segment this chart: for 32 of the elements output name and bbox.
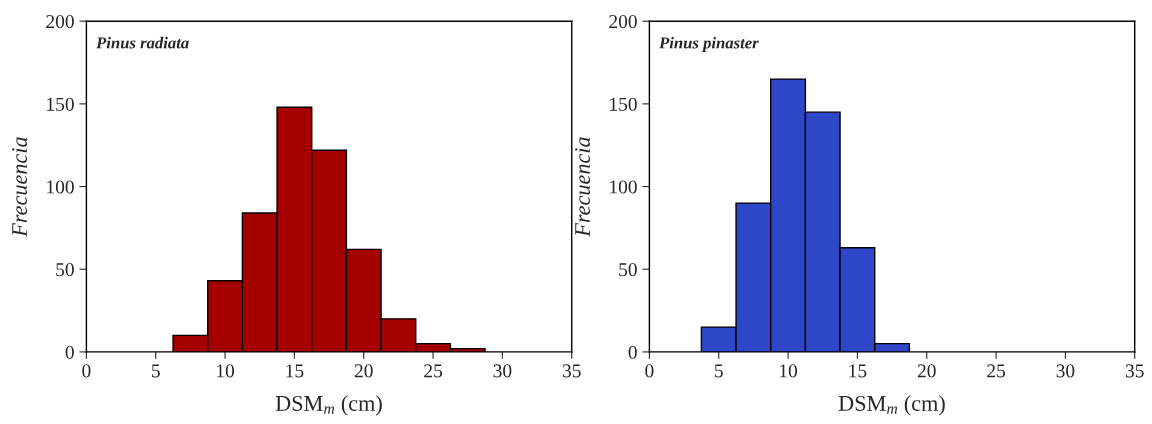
y-axis-title: Frecuencia [12,137,28,237]
x-tick-label: 0 [82,364,91,378]
x-tick-label: 25 [424,364,443,378]
y-axis-title: Frecuencia [575,137,591,237]
y-tick-label: 150 [610,97,637,111]
y-tick-label: 100 [47,180,74,194]
x-axis-title: DSM$_{m}$ (cm) [838,395,945,416]
x-tick-label: 5 [714,364,723,378]
y-tick-label: 50 [56,263,74,277]
x-tick-label: 15 [286,364,304,378]
x-tick-label: 25 [987,364,1006,378]
x-tick-label: 20 [354,364,373,378]
y-tick-label: 200 [46,15,74,29]
y-tick-label: 0 [628,345,637,359]
y-tick-label: 50 [619,263,637,277]
x-tick-label: 35 [562,364,581,378]
annotation: Pinus radiata [96,36,189,49]
x-tick-label: 30 [493,364,512,378]
x-tick-label: 30 [1056,364,1075,378]
y-tick-label: 0 [65,345,74,359]
x-tick-label: 5 [152,364,160,378]
y-tick-label: 100 [610,180,637,194]
x-tick-label: 35 [1125,364,1144,378]
x-tick-label: 10 [780,364,798,378]
x-tick-label: 20 [917,364,936,378]
x-tick-label: 15 [849,364,867,378]
x-tick-label: 10 [217,364,235,378]
y-tick-label: 200 [609,15,637,29]
x-tick-label: 0 [645,364,654,378]
x-axis-title: DSM$_{m}$ (cm) [275,395,382,416]
y-tick-label: 150 [47,97,74,111]
annotation: Pinus pinaster [659,36,759,52]
